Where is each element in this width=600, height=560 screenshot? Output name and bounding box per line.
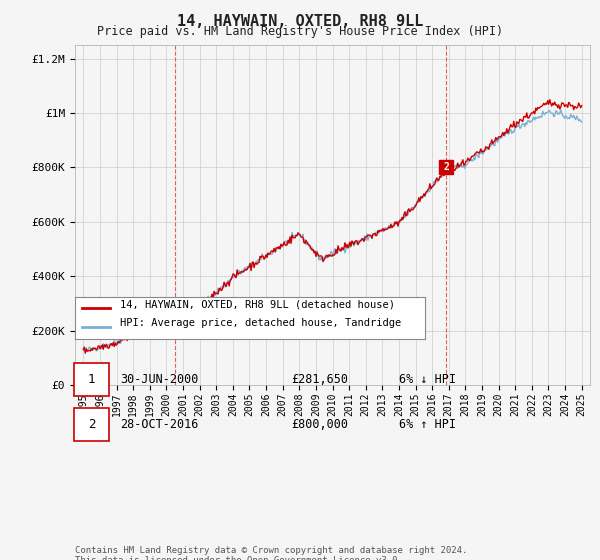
Text: £281,650: £281,650 xyxy=(291,373,348,386)
Text: 1: 1 xyxy=(88,373,95,386)
Text: 2: 2 xyxy=(443,162,449,172)
Text: 2: 2 xyxy=(88,418,95,431)
Text: Price paid vs. HM Land Registry's House Price Index (HPI): Price paid vs. HM Land Registry's House … xyxy=(97,25,503,38)
Text: 1: 1 xyxy=(172,304,178,314)
Text: 28-OCT-2016: 28-OCT-2016 xyxy=(120,418,199,431)
Text: HPI: Average price, detached house, Tandridge: HPI: Average price, detached house, Tand… xyxy=(121,318,402,328)
Text: 6% ↓ HPI: 6% ↓ HPI xyxy=(399,373,456,386)
Text: 30-JUN-2000: 30-JUN-2000 xyxy=(120,373,199,386)
Text: 14, HAYWAIN, OXTED, RH8 9LL (detached house): 14, HAYWAIN, OXTED, RH8 9LL (detached ho… xyxy=(121,300,395,309)
Text: £800,000: £800,000 xyxy=(291,418,348,431)
Text: 14, HAYWAIN, OXTED, RH8 9LL: 14, HAYWAIN, OXTED, RH8 9LL xyxy=(177,14,423,29)
Text: Contains HM Land Registry data © Crown copyright and database right 2024.
This d: Contains HM Land Registry data © Crown c… xyxy=(75,546,467,560)
Text: 6% ↑ HPI: 6% ↑ HPI xyxy=(399,418,456,431)
